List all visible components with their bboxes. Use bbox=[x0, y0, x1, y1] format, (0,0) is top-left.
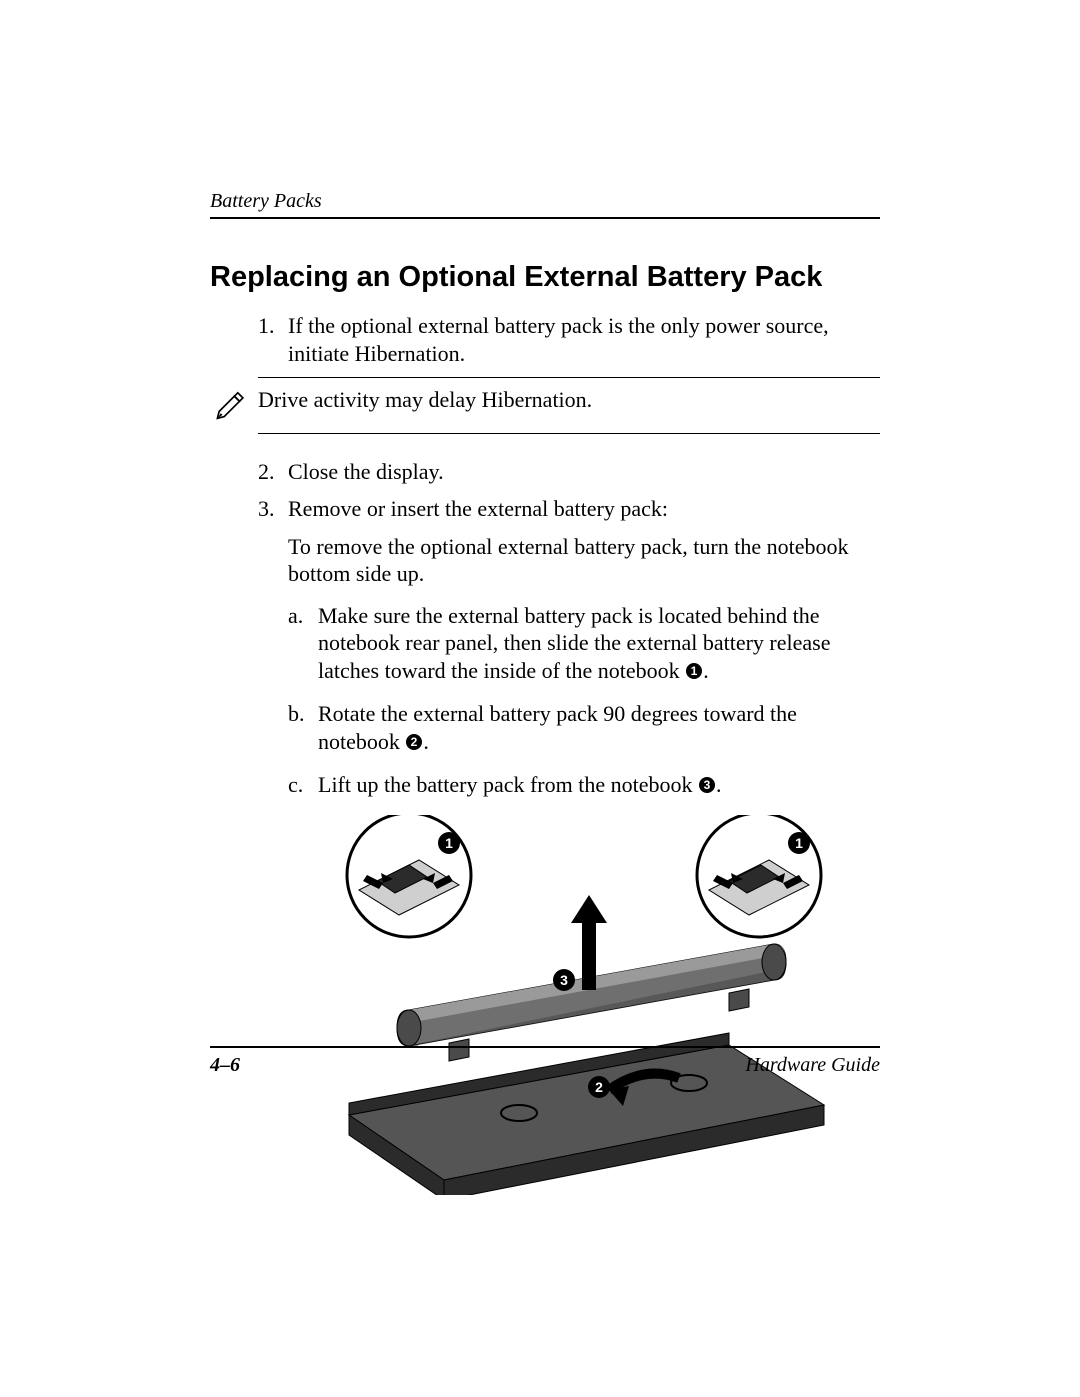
step-1: 1. If the optional external battery pack… bbox=[258, 312, 880, 367]
note-text: Drive activity may delay Hibernation. bbox=[258, 386, 592, 414]
substep-letter: b. bbox=[288, 700, 318, 757]
step-3: 3. Remove or insert the external battery… bbox=[258, 495, 880, 523]
substep-letter: c. bbox=[288, 771, 318, 801]
step-number: 2. bbox=[258, 458, 288, 486]
step-number: 3. bbox=[258, 495, 288, 523]
note-block: Drive activity may delay Hibernation. bbox=[258, 377, 880, 434]
substep-a-before: Make sure the external battery pack is l… bbox=[318, 603, 831, 683]
substep-b-after: . bbox=[423, 729, 429, 754]
svg-text:3: 3 bbox=[560, 972, 568, 988]
substep-b: b. Rotate the external battery pack 90 d… bbox=[288, 700, 880, 757]
header-rule bbox=[210, 217, 880, 219]
step-text: If the optional external battery pack is… bbox=[288, 312, 880, 367]
substep-text: Lift up the battery pack from the notebo… bbox=[318, 771, 722, 801]
substep-c-after: . bbox=[716, 772, 722, 797]
svg-text:2: 2 bbox=[595, 1079, 603, 1095]
callout-2-icon: 2 bbox=[405, 730, 423, 758]
footer-rule bbox=[210, 1046, 880, 1048]
page-title: Replacing an Optional External Battery P… bbox=[210, 261, 880, 294]
running-header: Battery Packs bbox=[210, 190, 880, 213]
substep-c: c. Lift up the battery pack from the not… bbox=[288, 771, 880, 801]
svg-text:1: 1 bbox=[691, 664, 698, 678]
substep-text: Make sure the external battery pack is l… bbox=[318, 602, 880, 687]
step-text: Close the display. bbox=[288, 458, 444, 486]
step-text: Remove or insert the external battery pa… bbox=[288, 495, 668, 523]
pencil-note-icon bbox=[214, 386, 248, 427]
substep-a: a. Make sure the external battery pack i… bbox=[288, 602, 880, 687]
substeps: a. Make sure the external battery pack i… bbox=[288, 602, 880, 801]
footer-doc-title: Hardware Guide bbox=[745, 1054, 880, 1077]
substep-b-before: Rotate the external battery pack 90 degr… bbox=[318, 701, 797, 754]
step-3-paragraph: To remove the optional external battery … bbox=[288, 533, 880, 588]
svg-text:2: 2 bbox=[411, 735, 418, 749]
footer-page-number: 4–6 bbox=[210, 1054, 240, 1077]
svg-text:1: 1 bbox=[445, 835, 453, 851]
battery-removal-figure: 3 2 1 1 bbox=[258, 815, 880, 1202]
step-2: 2. Close the display. bbox=[258, 458, 880, 486]
callout-3-icon: 3 bbox=[698, 773, 716, 801]
svg-text:3: 3 bbox=[704, 778, 711, 792]
substep-a-after: . bbox=[703, 658, 709, 683]
substep-text: Rotate the external battery pack 90 degr… bbox=[318, 700, 880, 757]
callout-1-icon: 1 bbox=[685, 659, 703, 687]
note-rule-bottom bbox=[258, 433, 880, 434]
substep-letter: a. bbox=[288, 602, 318, 687]
page-footer: 4–6 Hardware Guide bbox=[210, 1046, 880, 1077]
svg-text:1: 1 bbox=[795, 835, 803, 851]
step-number: 1. bbox=[258, 312, 288, 367]
substep-c-before: Lift up the battery pack from the notebo… bbox=[318, 772, 698, 797]
